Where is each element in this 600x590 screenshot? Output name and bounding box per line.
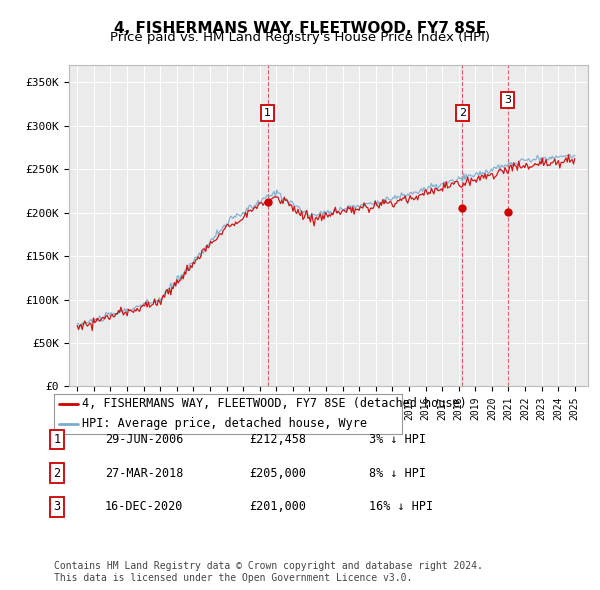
Text: 2: 2 <box>459 108 466 117</box>
Text: 3: 3 <box>53 500 61 513</box>
Text: £212,458: £212,458 <box>249 433 306 446</box>
Text: 1: 1 <box>53 433 61 446</box>
Text: 16% ↓ HPI: 16% ↓ HPI <box>369 500 433 513</box>
Text: Price paid vs. HM Land Registry's House Price Index (HPI): Price paid vs. HM Land Registry's House … <box>110 31 490 44</box>
Text: 3: 3 <box>504 94 511 104</box>
Text: 27-MAR-2018: 27-MAR-2018 <box>105 467 184 480</box>
Text: 8% ↓ HPI: 8% ↓ HPI <box>369 467 426 480</box>
Text: 3% ↓ HPI: 3% ↓ HPI <box>369 433 426 446</box>
Text: 29-JUN-2006: 29-JUN-2006 <box>105 433 184 446</box>
Text: 4, FISHERMANS WAY, FLEETWOOD, FY7 8SE: 4, FISHERMANS WAY, FLEETWOOD, FY7 8SE <box>114 21 486 35</box>
Text: 16-DEC-2020: 16-DEC-2020 <box>105 500 184 513</box>
Text: 4, FISHERMANS WAY, FLEETWOOD, FY7 8SE (detached house): 4, FISHERMANS WAY, FLEETWOOD, FY7 8SE (d… <box>82 397 467 410</box>
Text: 2: 2 <box>53 467 61 480</box>
Text: £201,000: £201,000 <box>249 500 306 513</box>
Text: £205,000: £205,000 <box>249 467 306 480</box>
Text: Contains HM Land Registry data © Crown copyright and database right 2024.
This d: Contains HM Land Registry data © Crown c… <box>54 561 483 583</box>
Text: HPI: Average price, detached house, Wyre: HPI: Average price, detached house, Wyre <box>82 417 367 430</box>
Text: 1: 1 <box>265 108 271 117</box>
